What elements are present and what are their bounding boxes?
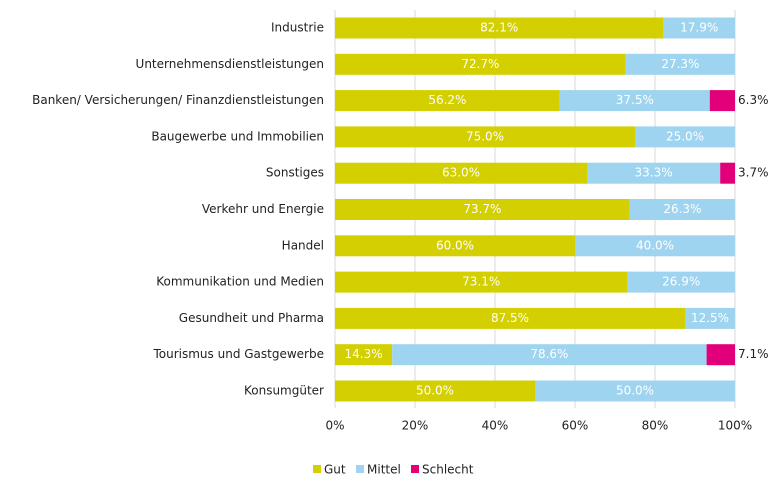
value-label: 26.3% bbox=[663, 202, 701, 216]
legend-swatch bbox=[356, 465, 364, 473]
value-label: 6.3% bbox=[738, 93, 769, 107]
value-label: 73.1% bbox=[462, 275, 500, 289]
bar-segment bbox=[335, 380, 535, 402]
value-label: 26.9% bbox=[662, 275, 700, 289]
bar-segment bbox=[535, 380, 735, 402]
category-label: Tourismus und Gastgewerbe bbox=[152, 347, 324, 361]
category-label: Sonstiges bbox=[266, 166, 324, 180]
bar-segment bbox=[335, 53, 626, 75]
bar-segment bbox=[629, 199, 735, 220]
value-label: 3.7% bbox=[738, 166, 769, 180]
value-label: 87.5% bbox=[491, 311, 529, 325]
bar-segment bbox=[335, 162, 587, 184]
bar-segment bbox=[663, 17, 735, 39]
category-label: Baugewerbe und Immobilien bbox=[151, 129, 324, 143]
legend-label: Schlecht bbox=[422, 463, 474, 477]
value-label: 50.0% bbox=[616, 384, 654, 398]
bar-segment bbox=[575, 235, 735, 257]
bar-segment bbox=[335, 199, 630, 220]
bar-segment bbox=[627, 271, 735, 293]
category-label: Konsumgüter bbox=[244, 384, 324, 398]
bar-segment bbox=[335, 344, 393, 366]
bar-segment bbox=[335, 235, 575, 257]
value-label: 12.5% bbox=[691, 311, 729, 325]
category-label: Industrie bbox=[271, 21, 324, 35]
x-tick-label: 100% bbox=[718, 419, 752, 433]
value-label: 73.7% bbox=[463, 202, 501, 216]
bar-segment bbox=[720, 162, 735, 184]
x-tick-label: 40% bbox=[482, 419, 509, 433]
value-label: 17.9% bbox=[680, 21, 718, 35]
category-label: Unternehmensdienstleistungen bbox=[136, 57, 324, 71]
category-label: Banken/ Versicherungen/ Finanzdienstleis… bbox=[32, 93, 324, 107]
bar-segment bbox=[335, 126, 635, 148]
value-label: 40.0% bbox=[636, 238, 674, 252]
x-tick-label: 80% bbox=[642, 419, 669, 433]
legend-swatch bbox=[411, 465, 419, 473]
value-label: 33.3% bbox=[635, 166, 673, 180]
value-label: 78.6% bbox=[530, 347, 568, 361]
bar-segment bbox=[392, 344, 707, 366]
bar-segment bbox=[709, 90, 735, 112]
value-label: 25.0% bbox=[666, 129, 704, 143]
bar-segment bbox=[335, 90, 560, 112]
value-label: 75.0% bbox=[466, 129, 504, 143]
value-label: 14.3% bbox=[345, 347, 383, 361]
category-label: Handel bbox=[282, 238, 324, 252]
value-label: 27.3% bbox=[661, 57, 699, 71]
x-tick-label: 0% bbox=[325, 419, 344, 433]
value-label: 72.7% bbox=[461, 57, 499, 71]
value-label: 50.0% bbox=[416, 384, 454, 398]
bar-segment bbox=[635, 126, 735, 148]
legend-label: Mittel bbox=[367, 463, 401, 477]
value-label: 60.0% bbox=[436, 238, 474, 252]
legend-label: Gut bbox=[324, 463, 346, 477]
category-label: Gesundheit und Pharma bbox=[179, 311, 324, 325]
category-label: Verkehr und Energie bbox=[202, 202, 324, 216]
value-label: 63.0% bbox=[442, 166, 480, 180]
value-label: 37.5% bbox=[616, 93, 654, 107]
bar-segment bbox=[587, 162, 721, 184]
bar-segment bbox=[625, 53, 735, 75]
bar-segment bbox=[335, 307, 685, 329]
value-label: 7.1% bbox=[738, 347, 769, 361]
legend-swatch bbox=[313, 465, 321, 473]
category-label: Kommunikation und Medien bbox=[156, 275, 324, 289]
bar-segment bbox=[559, 90, 710, 112]
bar-segment bbox=[685, 307, 735, 329]
bar-segment bbox=[706, 344, 735, 366]
x-tick-label: 20% bbox=[402, 419, 429, 433]
value-label: 82.1% bbox=[480, 21, 518, 35]
value-label: 56.2% bbox=[428, 93, 466, 107]
x-tick-label: 60% bbox=[562, 419, 589, 433]
bar-segment bbox=[335, 271, 628, 293]
bar-segment bbox=[335, 17, 664, 39]
